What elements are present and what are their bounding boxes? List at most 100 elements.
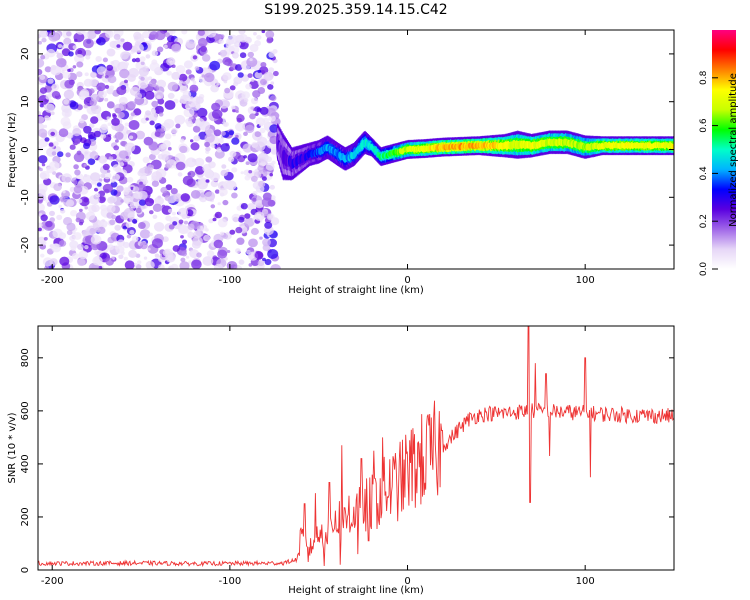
noise-speckle — [106, 48, 116, 57]
noise-speckle — [40, 214, 48, 222]
noise-speckle — [38, 222, 43, 228]
noise-speckle — [147, 76, 153, 81]
noise-speckle — [76, 198, 83, 204]
noise-speckle — [248, 238, 258, 248]
noise-speckle — [56, 57, 67, 68]
snr-axes: -200 -100 0 100 0 200 400 600 800 — [20, 326, 674, 587]
noise-speckle — [187, 170, 196, 178]
colorbar-tick-label: 0.8 — [699, 70, 709, 85]
noise-speckle — [84, 49, 92, 57]
noise-speckle — [83, 38, 94, 49]
noise-speckle — [178, 225, 189, 235]
noise-speckle — [205, 156, 213, 163]
noise-speckle — [107, 244, 114, 251]
noise-speckle — [267, 249, 279, 259]
noise-speckle — [214, 189, 220, 194]
noise-speckle — [173, 98, 179, 104]
noise-speckle — [83, 104, 88, 109]
noise-speckle — [264, 221, 273, 229]
noise-speckle — [98, 90, 107, 99]
noise-speckle — [73, 185, 83, 194]
noise-speckle — [89, 151, 99, 160]
noise-speckle — [87, 158, 96, 166]
noise-speckle — [170, 263, 179, 269]
noise-speckle — [44, 265, 49, 269]
noise-speckle — [249, 113, 256, 120]
noise-speckle — [38, 188, 46, 196]
noise-speckle — [52, 228, 63, 238]
noise-speckle — [259, 236, 263, 240]
noise-speckle — [158, 143, 168, 152]
noise-speckle — [90, 93, 100, 102]
noise-speckle — [84, 206, 88, 210]
noise-speckle — [216, 82, 220, 86]
noise-speckle — [126, 176, 134, 183]
noise-speckle — [89, 228, 97, 235]
noise-speckle — [190, 139, 194, 143]
noise-speckle — [174, 152, 186, 163]
noise-speckle — [197, 177, 208, 187]
noise-speckle — [217, 249, 228, 259]
noise-speckle — [219, 49, 228, 57]
noise-speckle — [119, 68, 130, 79]
noise-speckle — [112, 173, 121, 181]
noise-speckle — [135, 57, 141, 63]
noise-speckle — [221, 164, 227, 169]
colorbar-ticks: 0.0 0.2 0.4 0.6 0.8 — [699, 70, 718, 276]
noise-speckle — [118, 96, 128, 105]
noise-speckle — [204, 72, 215, 83]
noise-speckle — [254, 40, 261, 47]
noise-speckle — [148, 80, 156, 87]
noise-speckle — [100, 173, 106, 179]
noise-speckle — [132, 235, 139, 242]
noise-speckle — [261, 197, 273, 207]
noise-speckle — [268, 52, 276, 58]
noise-speckle — [179, 138, 185, 143]
noise-speckle — [229, 229, 236, 235]
noise-speckle — [209, 60, 221, 71]
noise-speckle — [125, 187, 132, 193]
noise-speckle — [105, 30, 114, 38]
noise-speckle — [154, 253, 160, 258]
noise-speckle — [82, 174, 92, 183]
noise-speckle — [262, 257, 266, 262]
noise-speckle — [190, 190, 201, 199]
noise-speckle — [147, 164, 154, 171]
snr-series-line — [38, 326, 674, 568]
noise-speckle — [72, 65, 77, 69]
noise-speckle — [145, 260, 155, 269]
noise-speckle — [252, 191, 258, 196]
noise-speckle — [133, 72, 137, 76]
spectrogram-y-label: Frequency (Hz) — [7, 112, 18, 188]
noise-speckle — [179, 145, 188, 154]
noise-speckle — [248, 170, 253, 174]
noise-speckle — [58, 240, 67, 247]
noise-speckle — [98, 155, 108, 164]
noise-speckle — [271, 160, 276, 165]
noise-speckle — [78, 221, 84, 226]
noise-speckle — [94, 227, 101, 233]
noise-speckle — [145, 117, 149, 121]
noise-speckle — [245, 83, 252, 90]
noise-speckle — [116, 185, 124, 192]
noise-speckle — [158, 264, 165, 269]
noise-speckle — [170, 30, 176, 34]
x-tick-label: -100 — [219, 576, 242, 587]
noise-speckle — [124, 62, 130, 67]
noise-speckle — [158, 112, 164, 117]
noise-speckle — [129, 229, 135, 235]
noise-speckle — [63, 89, 75, 100]
y-tick-label: 800 — [20, 348, 31, 367]
noise-speckle — [145, 54, 151, 59]
noise-speckle — [139, 241, 148, 250]
noise-speckle — [53, 141, 59, 147]
noise-speckle — [163, 118, 175, 129]
snr-x-label: Height of straight line (km) — [288, 585, 424, 596]
noise-speckle — [180, 257, 186, 263]
noise-speckle — [55, 51, 59, 54]
noise-speckle — [73, 152, 85, 163]
noise-speckle — [114, 131, 124, 140]
noise-speckle — [202, 256, 214, 266]
noise-speckle — [110, 178, 116, 183]
noise-speckle — [69, 235, 76, 242]
